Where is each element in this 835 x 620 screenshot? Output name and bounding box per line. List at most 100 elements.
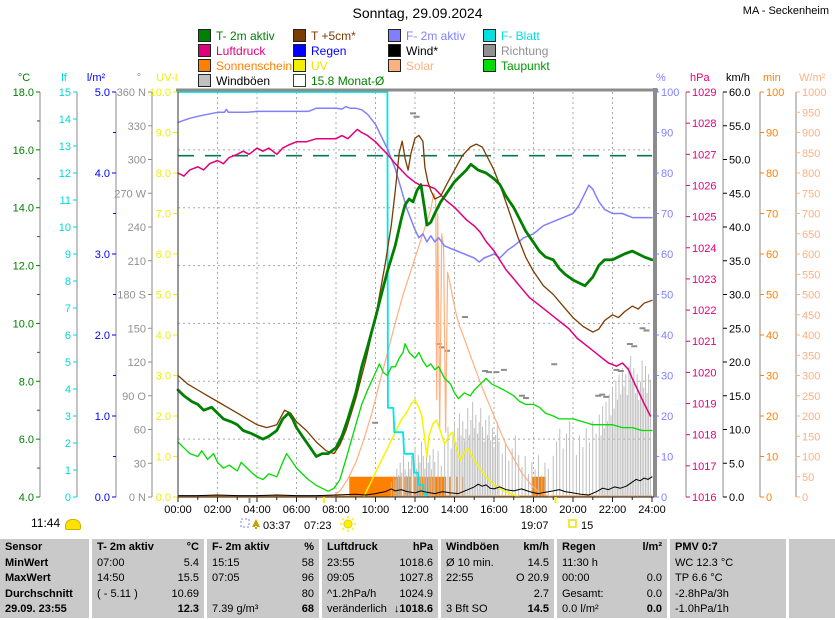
cell-left: Luftdruck: [327, 541, 378, 554]
table-row: MaxWert: [5, 571, 84, 586]
legend-swatch: [293, 74, 306, 87]
legend-swatch: [198, 29, 211, 42]
cell-right: 2.7: [533, 587, 549, 600]
legend-item-7: Wind*: [388, 43, 438, 58]
legend-label: Wind*: [406, 43, 439, 58]
legend-item-2: T +5cm*: [293, 28, 356, 43]
series-wind: [177, 476, 653, 497]
cell-left: 7.39 g/m³: [212, 603, 259, 615]
sunset-time: 19:07: [521, 520, 549, 532]
axis-header-lf: lf: [61, 72, 67, 84]
table-row: Regen l/m²: [562, 540, 662, 555]
axis-label: 1000: [802, 87, 826, 99]
axis-label: 5.0: [95, 87, 110, 99]
table-row: WC 12.3 °C: [675, 556, 781, 571]
axis-label: 30.0: [729, 290, 750, 302]
cell-left: 0.0 l/m²: [562, 603, 599, 615]
axis-label: 11: [60, 195, 71, 207]
direction-dashes: [372, 112, 650, 424]
axis-label: 20: [661, 411, 673, 423]
cell-left: 00:00: [562, 572, 590, 585]
legend-swatch: [483, 29, 496, 42]
axis-label: 100: [802, 452, 820, 464]
cell-right: 1024.9: [399, 587, 433, 600]
cell-right: 14.5: [527, 603, 549, 615]
axis-label: 350: [802, 350, 820, 362]
axis-label: 50: [766, 290, 778, 302]
series-taupunkt: [177, 343, 653, 492]
axis-label: 150: [128, 323, 146, 335]
x-label: 02:00: [204, 504, 232, 516]
axis-label: 50.0: [729, 155, 750, 167]
axis-label: 1022: [692, 305, 716, 317]
cell-right: 10.69: [171, 587, 199, 600]
legend-swatch: [198, 44, 211, 57]
table-row: ( - 5.11 ) 10.69: [97, 587, 199, 602]
axis-label: 4.0: [95, 168, 110, 180]
axis-label: 0.0: [729, 492, 744, 504]
axis-label: 150: [802, 431, 820, 443]
cell-right: 1027.8: [399, 572, 433, 585]
axis-label: 5.0: [729, 458, 744, 470]
axis-label: 45.0: [729, 188, 750, 200]
table-row: Durchschnitt: [5, 587, 84, 602]
axis-label: 2.0: [156, 411, 171, 423]
table-row: 12.3: [97, 602, 199, 617]
moonrise-time: 03:37: [263, 520, 291, 532]
axis-label: 400: [802, 330, 820, 342]
axis-label: 1020: [692, 367, 716, 379]
axis-label: 1029: [692, 87, 716, 99]
legend-swatch: [293, 44, 306, 57]
cell-right: hPa: [412, 541, 433, 554]
axis-label: 10: [766, 452, 778, 464]
axis-label: 3: [65, 411, 71, 423]
axis-label: 120: [128, 357, 146, 369]
axis-label: 0: [802, 492, 808, 504]
axis-degC: °C 18.0 16.0 14.0 12.0 10.0 8.0 6.0 4.0: [13, 72, 41, 504]
cell-left: ( - 5.11 ): [97, 587, 138, 600]
cell-left: 22:55: [446, 572, 474, 585]
axis-label: 750: [802, 188, 820, 200]
x-label: 20:00: [559, 504, 587, 516]
axis-lm2: l/m² 5.0 4.0 3.0 2.0 1.0 0.0: [87, 72, 117, 504]
cell-left: Regen: [562, 541, 596, 554]
axis-header-lm2: l/m²: [87, 72, 106, 84]
axis-label: 3.0: [156, 371, 171, 383]
sunshine-bar: [455, 476, 458, 497]
axis-label: 4: [65, 384, 71, 396]
axis-header-degC: °C: [18, 72, 30, 84]
legend-swatch: [483, 44, 496, 57]
axis-label: 50: [802, 472, 814, 484]
axis-label: 80: [766, 168, 778, 180]
series-uv: [362, 399, 521, 498]
legend-item-12: Taupunkt: [483, 58, 550, 73]
cell-left: Windböen: [446, 541, 500, 554]
cell-left: veränderlich: [327, 603, 387, 615]
cell-right: %: [304, 541, 314, 554]
table-row: -2.8hPa/3h: [675, 587, 781, 602]
legend-item-9: Sonnenschein: [198, 58, 292, 73]
axis-header-wm2: W/m²: [799, 72, 826, 84]
axis-label: 360 N: [117, 87, 146, 99]
axis-label: 5: [65, 357, 71, 369]
axis-label: 25.0: [729, 323, 750, 335]
x-label: 16:00: [480, 504, 508, 516]
cell-left: 14:50: [97, 572, 125, 585]
x-label: 06:00: [283, 504, 311, 516]
cell-right: 14.5: [527, 556, 549, 569]
axis-label: 270 W: [114, 188, 146, 200]
table-row: 07:05 96: [212, 571, 314, 586]
x-label: 12:00: [401, 504, 429, 516]
axis-label: 10.0: [729, 425, 750, 437]
table-col-row-labels: Sensor MinWert MaxWert Durchschnitt 29.09. 2…: [0, 539, 89, 618]
legend-swatch: [388, 44, 401, 57]
axis-label: 0.0: [95, 492, 110, 504]
table-row: Ø 10 min. 14.5: [446, 556, 549, 571]
table-row: 14:50 15.5: [97, 571, 199, 586]
axis-label: 240: [128, 222, 146, 234]
legend-item-10: UV: [293, 58, 328, 73]
cell-left: ^1.2hPa/h: [327, 587, 377, 600]
series-t2m: [176, 162, 654, 458]
table-row: 29.09. 23:55: [5, 602, 84, 617]
